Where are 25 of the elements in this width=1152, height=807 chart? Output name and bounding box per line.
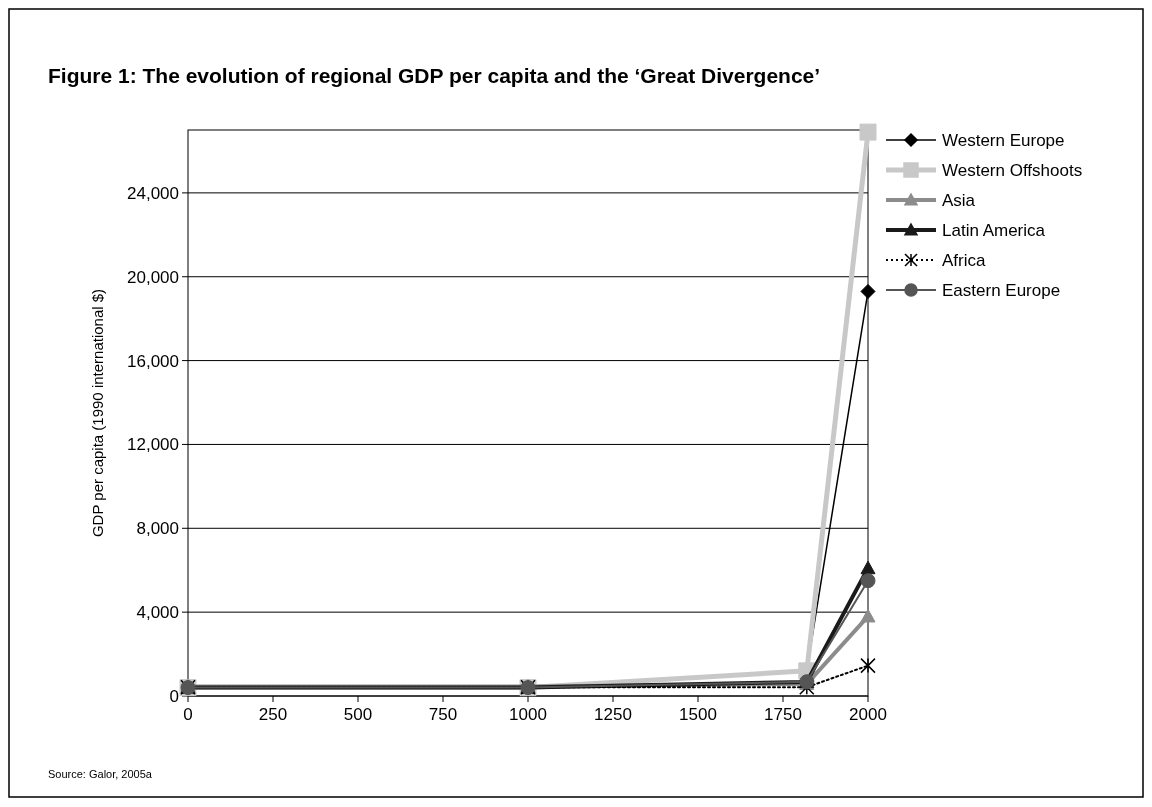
x-tick-label: 500 — [343, 705, 373, 724]
x-tick-label: 750 — [428, 705, 458, 724]
y-tick-label: 12,000 — [127, 435, 179, 455]
x-tick-label: 0 — [183, 705, 193, 724]
x-tick-label: 1500 — [679, 705, 717, 724]
x-tick-label: 1250 — [594, 705, 632, 724]
legend-label: Western Offshoots — [942, 160, 1083, 180]
y-tick-label: 4,000 — [136, 603, 179, 623]
legend-label: Asia — [942, 190, 976, 210]
legend-label: Latin America — [942, 220, 1046, 240]
y-tick-label: 24,000 — [127, 183, 179, 203]
y-tick-label: 20,000 — [127, 267, 179, 287]
x-tick-label: 250 — [258, 705, 288, 724]
legend-label: Western Europe — [942, 130, 1065, 150]
y-tick-label: 8,000 — [136, 519, 179, 539]
y-tick-label: 0 — [169, 686, 179, 706]
x-tick-label: 1750 — [764, 705, 802, 724]
y-tick-label: 16,000 — [127, 351, 179, 371]
y-axis-title: GDP per capita (1990 international $) — [89, 288, 106, 538]
legend-label: Africa — [942, 250, 986, 270]
legend-label: Eastern Europe — [942, 280, 1061, 300]
chart-title: Figure 1: The evolution of regional GDP per capita and the ‘Great Divergence’ — [48, 64, 821, 87]
x-tick-label: 1000 — [509, 705, 547, 724]
x-tick-label: 2000 — [849, 705, 887, 724]
source-note: Source: Galor, 2005a — [48, 768, 153, 780]
